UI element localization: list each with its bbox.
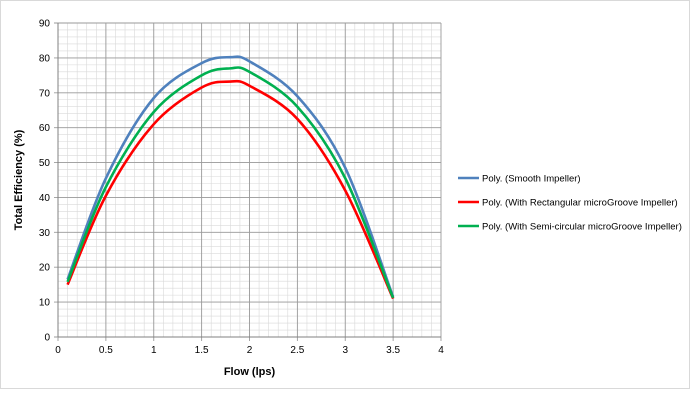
series-lines: [66, 55, 395, 300]
y-tick-label: 50: [39, 158, 51, 169]
series-line-3: [66, 66, 395, 299]
x-tick-label: 2: [247, 345, 253, 356]
series-line-1: [66, 55, 395, 298]
y-tick-label: 60: [39, 123, 51, 134]
y-tick-label: 80: [39, 53, 51, 64]
legend: Poly. (Smooth Impeller) Poly. (With Recta…: [458, 174, 682, 233]
x-tick-label: 1.5: [195, 345, 209, 356]
y-tick-label: 30: [39, 228, 51, 239]
series-line-2: [66, 79, 395, 300]
x-axis-title: Flow (lps): [224, 366, 276, 378]
y-tick-label: 10: [39, 298, 51, 309]
x-tick-label: 1: [151, 345, 157, 356]
x-tick-label: 4: [438, 345, 444, 356]
x-tick-label: 3: [342, 345, 348, 356]
y-tick-label: 70: [39, 88, 51, 99]
y-tick-label: 90: [39, 19, 51, 30]
legend-label-1: Poly. (Smooth Impeller): [482, 174, 581, 185]
y-tick-label: 40: [39, 193, 51, 204]
legend-label-3: Poly. (With Semi-circular microGroove Im…: [482, 222, 682, 233]
y-axis-title: Total Efficiency (%): [13, 129, 25, 230]
legend-label-2: Poly. (With Rectangular microGroove Impe…: [482, 198, 678, 209]
x-tick-label: 2.5: [290, 345, 304, 356]
x-tick-label: 3.5: [386, 345, 400, 356]
y-tick-label: 0: [44, 333, 50, 344]
x-tick-label: 0.5: [99, 345, 113, 356]
y-tick-label: 20: [39, 263, 51, 274]
x-tick-label: 0: [55, 345, 61, 356]
axes: [57, 23, 441, 338]
